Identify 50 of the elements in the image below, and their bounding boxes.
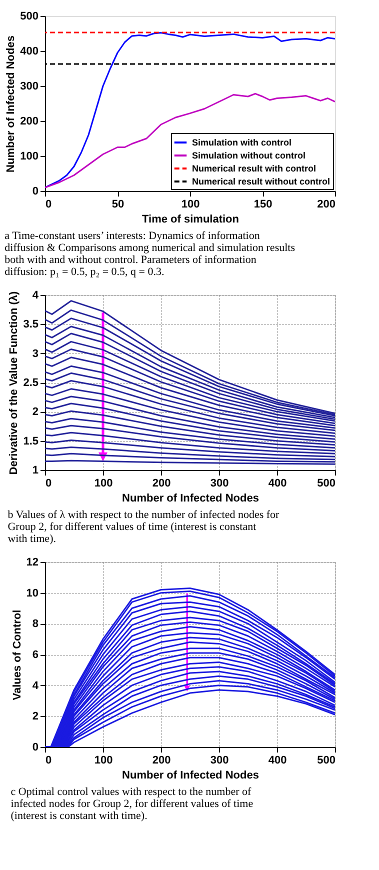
y-tick-label: 4 bbox=[32, 290, 40, 302]
x-tick-label: 200 bbox=[317, 198, 336, 210]
y-axis-title: Values of Control bbox=[11, 610, 24, 700]
x-tick-label: 0 bbox=[46, 754, 52, 766]
y-tick-label: 3.5 bbox=[23, 318, 38, 331]
x-tick-label: 500 bbox=[317, 478, 336, 490]
y-tick-label: 100 bbox=[20, 150, 38, 162]
y-tick-label: 2 bbox=[32, 406, 38, 418]
y-tick-label: 0 bbox=[32, 186, 38, 198]
x-tick-label: 400 bbox=[268, 754, 287, 766]
y-tick-label: 200 bbox=[20, 116, 38, 128]
text: b Values of λ with respect to the number of infected nodes for Group 2, for different values of time (interest is constant with time). bbox=[8, 509, 280, 545]
y-tick-label: 500 bbox=[20, 10, 38, 22]
y-tick-label: 2.5 bbox=[23, 377, 38, 389]
y-axis-title: Number of Infected Nodes bbox=[5, 36, 18, 172]
legend-label: Numerical result with control bbox=[192, 164, 316, 174]
y-tick-label: 1.5 bbox=[23, 435, 38, 448]
x-tick-label: 300 bbox=[210, 754, 229, 766]
legend-label: Numerical result without control bbox=[192, 176, 330, 186]
y-axis-title: Derivative of the Value Function (λ) bbox=[8, 290, 20, 475]
y-tick-label: 12 bbox=[26, 556, 38, 568]
y-tick-label: 400 bbox=[20, 46, 38, 58]
y-tick-label: 8 bbox=[32, 618, 38, 630]
x-tick-label: 200 bbox=[152, 478, 171, 490]
x-tick-label: 100 bbox=[181, 198, 200, 210]
x-tick-label: 300 bbox=[210, 478, 229, 490]
x-tick-label: 0 bbox=[46, 478, 52, 490]
x-tick-label: 0 bbox=[46, 198, 52, 210]
text: c Optimal control values with respect to the number of infected nodes for Group 2, for different values of time (interest is constant with time). bbox=[10, 786, 254, 822]
x-tick-label: 200 bbox=[152, 754, 171, 766]
x-tick-label: 150 bbox=[254, 198, 272, 210]
y-tick-label: 6 bbox=[32, 649, 38, 661]
text: a Time-constant users’ interests: Dynamics of information diffusion & Comparisons among numerical and simulation results both with and without control. Parameters of information diffusion: p₁ = 0.5, p₂ = 0.5, q = 0.3. bbox=[4, 230, 296, 278]
y-tick-label: 10 bbox=[26, 587, 38, 600]
x-tick-label: 100 bbox=[94, 478, 113, 490]
x-tick-label: 50 bbox=[112, 198, 124, 210]
legend-label: Simulation without control bbox=[192, 150, 306, 160]
y-tick-label: 1 bbox=[32, 464, 38, 476]
x-tick-label: 100 bbox=[94, 754, 113, 766]
x-axis-title: Number of Infected Nodes bbox=[122, 770, 259, 782]
y-tick-label: 300 bbox=[20, 80, 38, 92]
x-axis-title: Time of simulation bbox=[142, 214, 240, 226]
y-tick-label: 0 bbox=[32, 742, 38, 754]
x-axis-title: Number of Infected Nodes bbox=[122, 492, 259, 504]
x-tick-label: 500 bbox=[317, 754, 336, 766]
y-tick-label: 3 bbox=[32, 348, 38, 360]
x-tick-label: 400 bbox=[268, 478, 287, 490]
y-tick-label: 4 bbox=[32, 680, 40, 692]
legend-label: Simulation with control bbox=[192, 138, 292, 148]
y-tick-label: 2 bbox=[32, 710, 38, 723]
